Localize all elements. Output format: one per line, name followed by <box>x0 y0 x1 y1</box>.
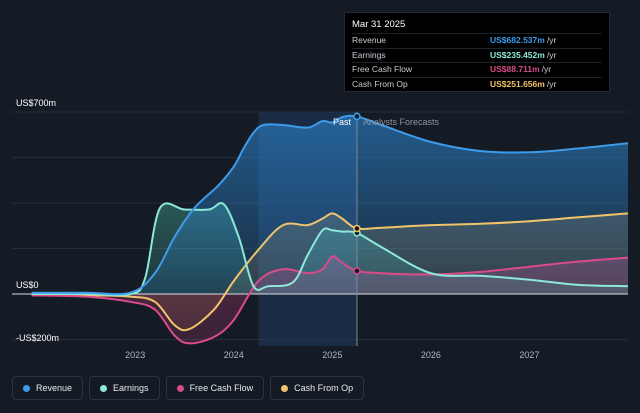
legend-label: Cash From Op <box>294 383 354 393</box>
y-tick-label: -US$200m <box>16 333 59 343</box>
line-cash-from-op <box>31 212 629 332</box>
line-earnings <box>31 202 629 297</box>
tooltip-unit: /yr <box>546 49 557 60</box>
tooltip-value: US$88.711m <box>490 64 540 74</box>
marker-revenue <box>353 112 361 121</box>
past-label: Past <box>333 117 352 127</box>
line-revenue <box>31 114 629 296</box>
legend-item-revenue[interactable]: Revenue <box>12 376 84 400</box>
legend-item-free-cash-flow[interactable]: Free Cash Flow <box>165 376 265 400</box>
tooltip-unit: /yr <box>546 35 557 45</box>
legend-item-earnings[interactable]: Earnings <box>89 376 160 400</box>
legend-item-cash-from-op[interactable]: Cash From Op <box>270 376 365 400</box>
tooltip-label: Earnings <box>352 49 386 60</box>
area-revenue <box>31 115 629 295</box>
tooltip-value: US$235.452m <box>490 49 545 60</box>
legend-swatch-icon <box>100 384 108 392</box>
tooltip-value: US$682.537m <box>490 35 545 45</box>
x-tick-label: 2025 <box>322 350 342 360</box>
legend-label: Earnings <box>113 383 149 393</box>
marker-cash-from-op <box>353 224 361 233</box>
tooltip-value: US$251.656m <box>490 78 545 89</box>
forecast-label: Analysts Forecasts <box>363 117 440 127</box>
marker-free-cash-flow <box>353 267 361 275</box>
x-tick-label: 2026 <box>421 350 441 360</box>
tooltip-label: Cash From Op <box>352 78 408 89</box>
tooltip-row-earnings: Earnings US$235.452m /yr <box>352 47 602 63</box>
y-tick-label: US$700m <box>16 98 56 108</box>
legend-label: Free Cash Flow <box>189 383 254 393</box>
x-tick-label: 2024 <box>224 350 244 360</box>
tooltip-row-free-cash-flow: Free Cash Flow US$88.711m /yr <box>352 62 602 77</box>
tooltip-row-cash-from-op: Cash From Op US$251.656m /yr <box>352 76 602 92</box>
legend-swatch-icon <box>23 384 30 392</box>
tooltip: Mar 31 2025 Revenue US$682.537m /yr Earn… <box>344 12 610 92</box>
tooltip-unit: /yr <box>541 64 552 74</box>
tooltip-row-revenue: Revenue US$682.537m /yr <box>352 33 602 48</box>
legend: Revenue Earnings Free Cash Flow Cash Fro… <box>12 376 365 400</box>
line-free-cash-flow <box>31 255 629 345</box>
legend-swatch-icon <box>176 384 184 392</box>
y-tick-label: US$0 <box>16 280 39 290</box>
tooltip-label: Revenue <box>352 35 387 45</box>
tooltip-title: Mar 31 2025 <box>352 19 406 30</box>
legend-swatch-icon <box>281 384 289 392</box>
x-tick-label: 2023 <box>125 350 145 360</box>
tooltip-label: Free Cash Flow <box>352 64 412 74</box>
tooltip-unit: /yr <box>546 78 557 89</box>
legend-label: Revenue <box>36 383 73 393</box>
x-tick-label: 2027 <box>519 350 539 360</box>
